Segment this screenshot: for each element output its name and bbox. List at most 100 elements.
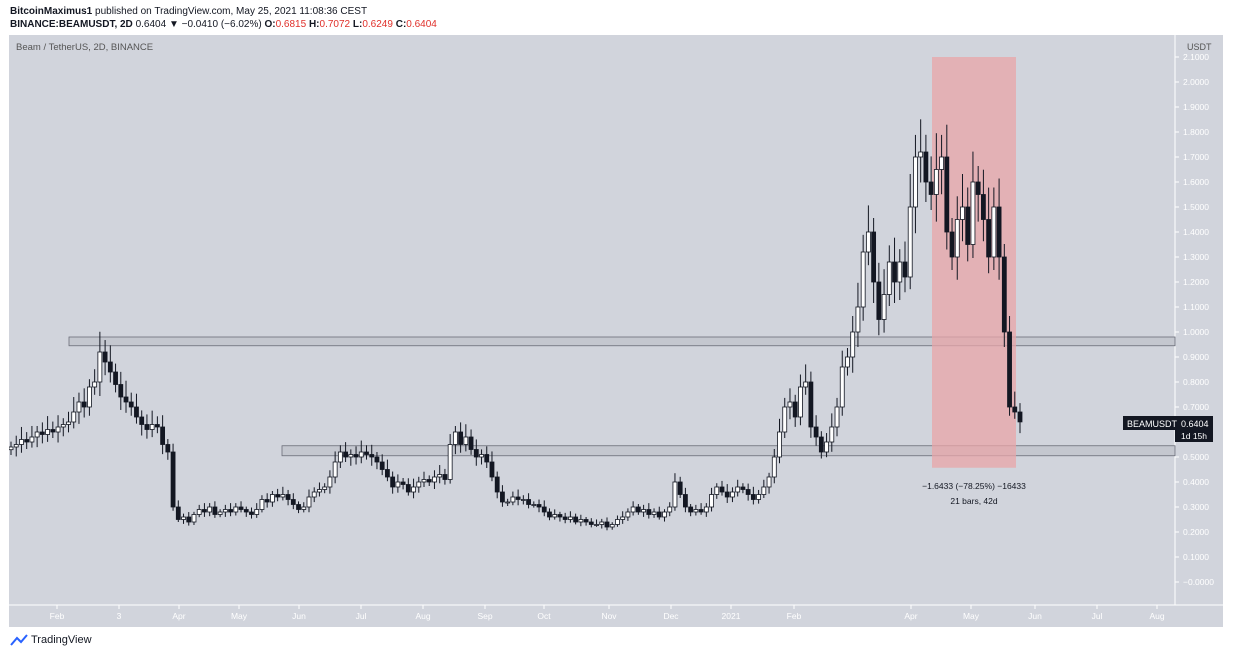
candle-body bbox=[432, 476, 437, 483]
candle-body bbox=[374, 456, 380, 463]
candle-body bbox=[923, 151, 929, 183]
candle-body bbox=[620, 516, 626, 520]
price-label-value: 0.6404 bbox=[1181, 419, 1209, 429]
candle-body bbox=[839, 366, 845, 408]
candle-body bbox=[269, 494, 275, 503]
time-axis[interactable]: Feb 3 Apr May Jun Jul Aug Sep Oct Nov Dec 2021 Feb Ap… bbox=[50, 605, 1165, 621]
candle-body bbox=[547, 511, 552, 518]
candle-body bbox=[907, 206, 913, 278]
brand-name[interactable]: TradingView bbox=[31, 634, 92, 646]
candle-body bbox=[918, 151, 924, 158]
candle-body bbox=[970, 181, 976, 245]
author-name[interactable]: BitcoinMaximus1 bbox=[10, 6, 93, 17]
time-tick-label: May bbox=[231, 611, 248, 621]
candle-body bbox=[458, 431, 464, 445]
time-tick-label: Jun bbox=[292, 611, 306, 621]
time-tick-label: Dec bbox=[663, 611, 679, 621]
candle-body bbox=[186, 516, 192, 523]
current-price-label: BEAMUSDT 0.6404 1d 15h bbox=[1123, 416, 1213, 442]
candle-body bbox=[578, 519, 584, 523]
candle-body bbox=[599, 521, 605, 525]
candle-body bbox=[583, 519, 589, 523]
price-tick-label: 2.1000 bbox=[1183, 52, 1209, 62]
candle-body bbox=[29, 436, 35, 443]
candle-body bbox=[343, 451, 348, 458]
candle-body bbox=[641, 509, 646, 513]
candle-body bbox=[724, 491, 730, 498]
candle-body bbox=[39, 431, 45, 435]
candle-body bbox=[160, 426, 166, 445]
candlestick-series bbox=[8, 119, 1023, 531]
candle-body bbox=[212, 506, 218, 515]
candle-body bbox=[337, 451, 343, 463]
candle-body bbox=[1007, 331, 1012, 408]
candle-body bbox=[154, 424, 160, 428]
candle-body bbox=[452, 431, 458, 445]
price-axis-unit: USDT bbox=[1187, 42, 1212, 52]
candle-body bbox=[280, 494, 286, 498]
tradingview-logo-icon[interactable] bbox=[10, 634, 28, 646]
candle-body bbox=[703, 506, 709, 513]
candle-body bbox=[928, 181, 934, 195]
price-tick-label: 1.7000 bbox=[1183, 152, 1209, 162]
candle-body bbox=[850, 331, 856, 358]
candle-body bbox=[175, 506, 181, 520]
candle-body bbox=[97, 351, 103, 383]
candle-body bbox=[144, 424, 150, 430]
price-change: ▼ −0.0410 (−6.02%) bbox=[168, 19, 262, 30]
candle-body bbox=[573, 516, 579, 523]
candle-body bbox=[50, 429, 56, 433]
candle-body bbox=[954, 219, 960, 258]
candle-body bbox=[296, 504, 301, 510]
candle-body bbox=[202, 509, 207, 513]
candle-body bbox=[714, 486, 720, 495]
last-price: 0.6404 bbox=[135, 19, 167, 30]
time-tick-label: Feb bbox=[787, 611, 802, 621]
candle-body bbox=[792, 401, 798, 418]
price-tick-label: 1.0000 bbox=[1183, 327, 1209, 337]
price-tick-label: 0.9000 bbox=[1183, 352, 1209, 362]
ohlc-line: BINANCE:BEAMUSDT, 2D 0.6404 ▼ −0.0410 (−… bbox=[10, 18, 437, 31]
candle-body bbox=[437, 474, 443, 478]
candle-body bbox=[81, 401, 87, 408]
candle-body bbox=[249, 511, 254, 515]
candle-body bbox=[656, 511, 662, 518]
price-axis[interactable]: 2.1000 2.0000 1.9000 1.8000 1.7000 1.6000 1.50… bbox=[1175, 52, 1214, 587]
candle-body bbox=[243, 509, 249, 513]
time-tick-label: Jul bbox=[1092, 611, 1103, 621]
candle-body bbox=[871, 231, 877, 283]
publish-date: published on TradingView.com, May 25, 20… bbox=[95, 6, 368, 17]
price-tick-label: 1.8000 bbox=[1183, 127, 1209, 137]
candle-body bbox=[379, 461, 385, 470]
time-tick-label: Nov bbox=[601, 611, 617, 621]
candle-body bbox=[730, 491, 735, 498]
candle-body bbox=[520, 499, 526, 501]
chart-area[interactable]: Beam / TetherUS, 2D, BINANCE USDT 2.1000… bbox=[8, 35, 1223, 627]
high-value: 0.7072 bbox=[319, 19, 351, 30]
candle-body bbox=[306, 496, 312, 508]
candle-body bbox=[798, 386, 803, 418]
candle-body bbox=[238, 506, 244, 510]
candle-body bbox=[1017, 411, 1023, 423]
candle-body bbox=[228, 509, 233, 513]
candle-body bbox=[8, 446, 14, 451]
time-tick-label: Jul bbox=[356, 611, 367, 621]
low-value: 0.6249 bbox=[362, 19, 393, 30]
time-tick-label: 3 bbox=[117, 611, 122, 621]
candle-body bbox=[1012, 406, 1018, 413]
candle-body bbox=[766, 476, 772, 488]
candle-body bbox=[317, 489, 322, 493]
candle-body bbox=[567, 516, 573, 520]
price-chart[interactable]: Beam / TetherUS, 2D, BINANCE USDT 2.1000… bbox=[8, 35, 1223, 627]
candle-body bbox=[845, 356, 850, 368]
candle-body bbox=[672, 481, 678, 508]
candle-body bbox=[369, 454, 375, 458]
time-tick-label: Jun bbox=[1028, 611, 1042, 621]
candle-body bbox=[107, 361, 113, 373]
candle-body bbox=[405, 484, 411, 493]
candle-body bbox=[463, 436, 469, 445]
price-tick-label: 0.2000 bbox=[1183, 527, 1209, 537]
candle-body bbox=[400, 481, 406, 485]
time-tick-label: Feb bbox=[50, 611, 65, 621]
candle-body bbox=[531, 504, 537, 506]
